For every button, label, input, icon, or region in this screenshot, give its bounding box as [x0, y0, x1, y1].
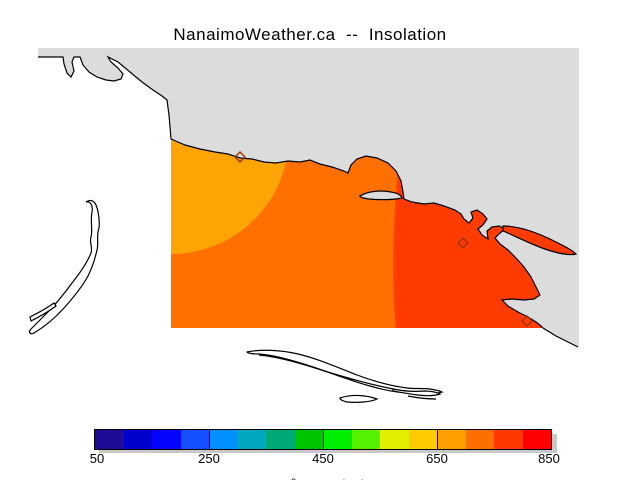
island-chain-outline — [246, 349, 444, 395]
colorbar-segment — [408, 430, 437, 449]
island-sliver-gray — [359, 190, 403, 201]
colorbar — [94, 429, 552, 450]
colorbar-segment — [323, 430, 352, 449]
colorbar-tick-250 — [209, 430, 210, 449]
unit-exponent: -2 — [288, 477, 296, 480]
lake-outline — [28, 199, 100, 335]
station-marker-2 — [457, 237, 469, 249]
colorbar-segment — [209, 430, 238, 449]
colorbar-segment — [465, 430, 494, 449]
colorbar-segment — [152, 430, 181, 449]
river-sliver-outline — [29, 302, 57, 322]
colorbar-tick-450 — [323, 430, 324, 449]
colorbar-segment — [380, 430, 409, 449]
unit-label: W m — [261, 477, 288, 480]
unit-and-datetime-label: W m-2 2026/04/19 12:33 — [247, 462, 413, 480]
island-small-line — [407, 395, 437, 400]
datetime-label: 2026/04/19 12:33 — [312, 477, 413, 480]
tick-label-250: 250 — [198, 451, 220, 466]
tick-label-450: 450 — [312, 451, 334, 466]
colorbar-segment — [437, 430, 466, 449]
colorbar-segment — [180, 430, 209, 449]
page-title: NanaimoWeather.ca -- Insolation — [173, 25, 447, 44]
colorbar-segments — [95, 430, 551, 449]
colorbar-segment — [237, 430, 266, 449]
colorbar-segment — [266, 430, 295, 449]
island-lower-sliver-outline — [339, 394, 379, 403]
coastline — [38, 55, 579, 348]
colorbar-segment — [494, 430, 523, 449]
colorbar-segment — [95, 430, 124, 449]
colorbar-segment — [522, 430, 551, 449]
station-marker-3 — [521, 315, 533, 327]
island-chain-inner-line — [258, 354, 394, 390]
insolation-band-light — [171, 139, 289, 254]
colorbar-segment — [351, 430, 380, 449]
tick-label-650: 650 — [426, 451, 448, 466]
colorbar-segment — [294, 430, 323, 449]
inlet-channel-shape — [502, 225, 578, 256]
station-marker-1 — [234, 151, 246, 163]
colorbar-tick-650 — [437, 430, 438, 449]
tick-label-850: 850 — [538, 451, 560, 466]
landmass-shape — [38, 48, 579, 347]
colorbar-segment — [123, 430, 152, 449]
tick-label-50: 50 — [89, 451, 105, 466]
island-fork-outline — [392, 388, 442, 397]
